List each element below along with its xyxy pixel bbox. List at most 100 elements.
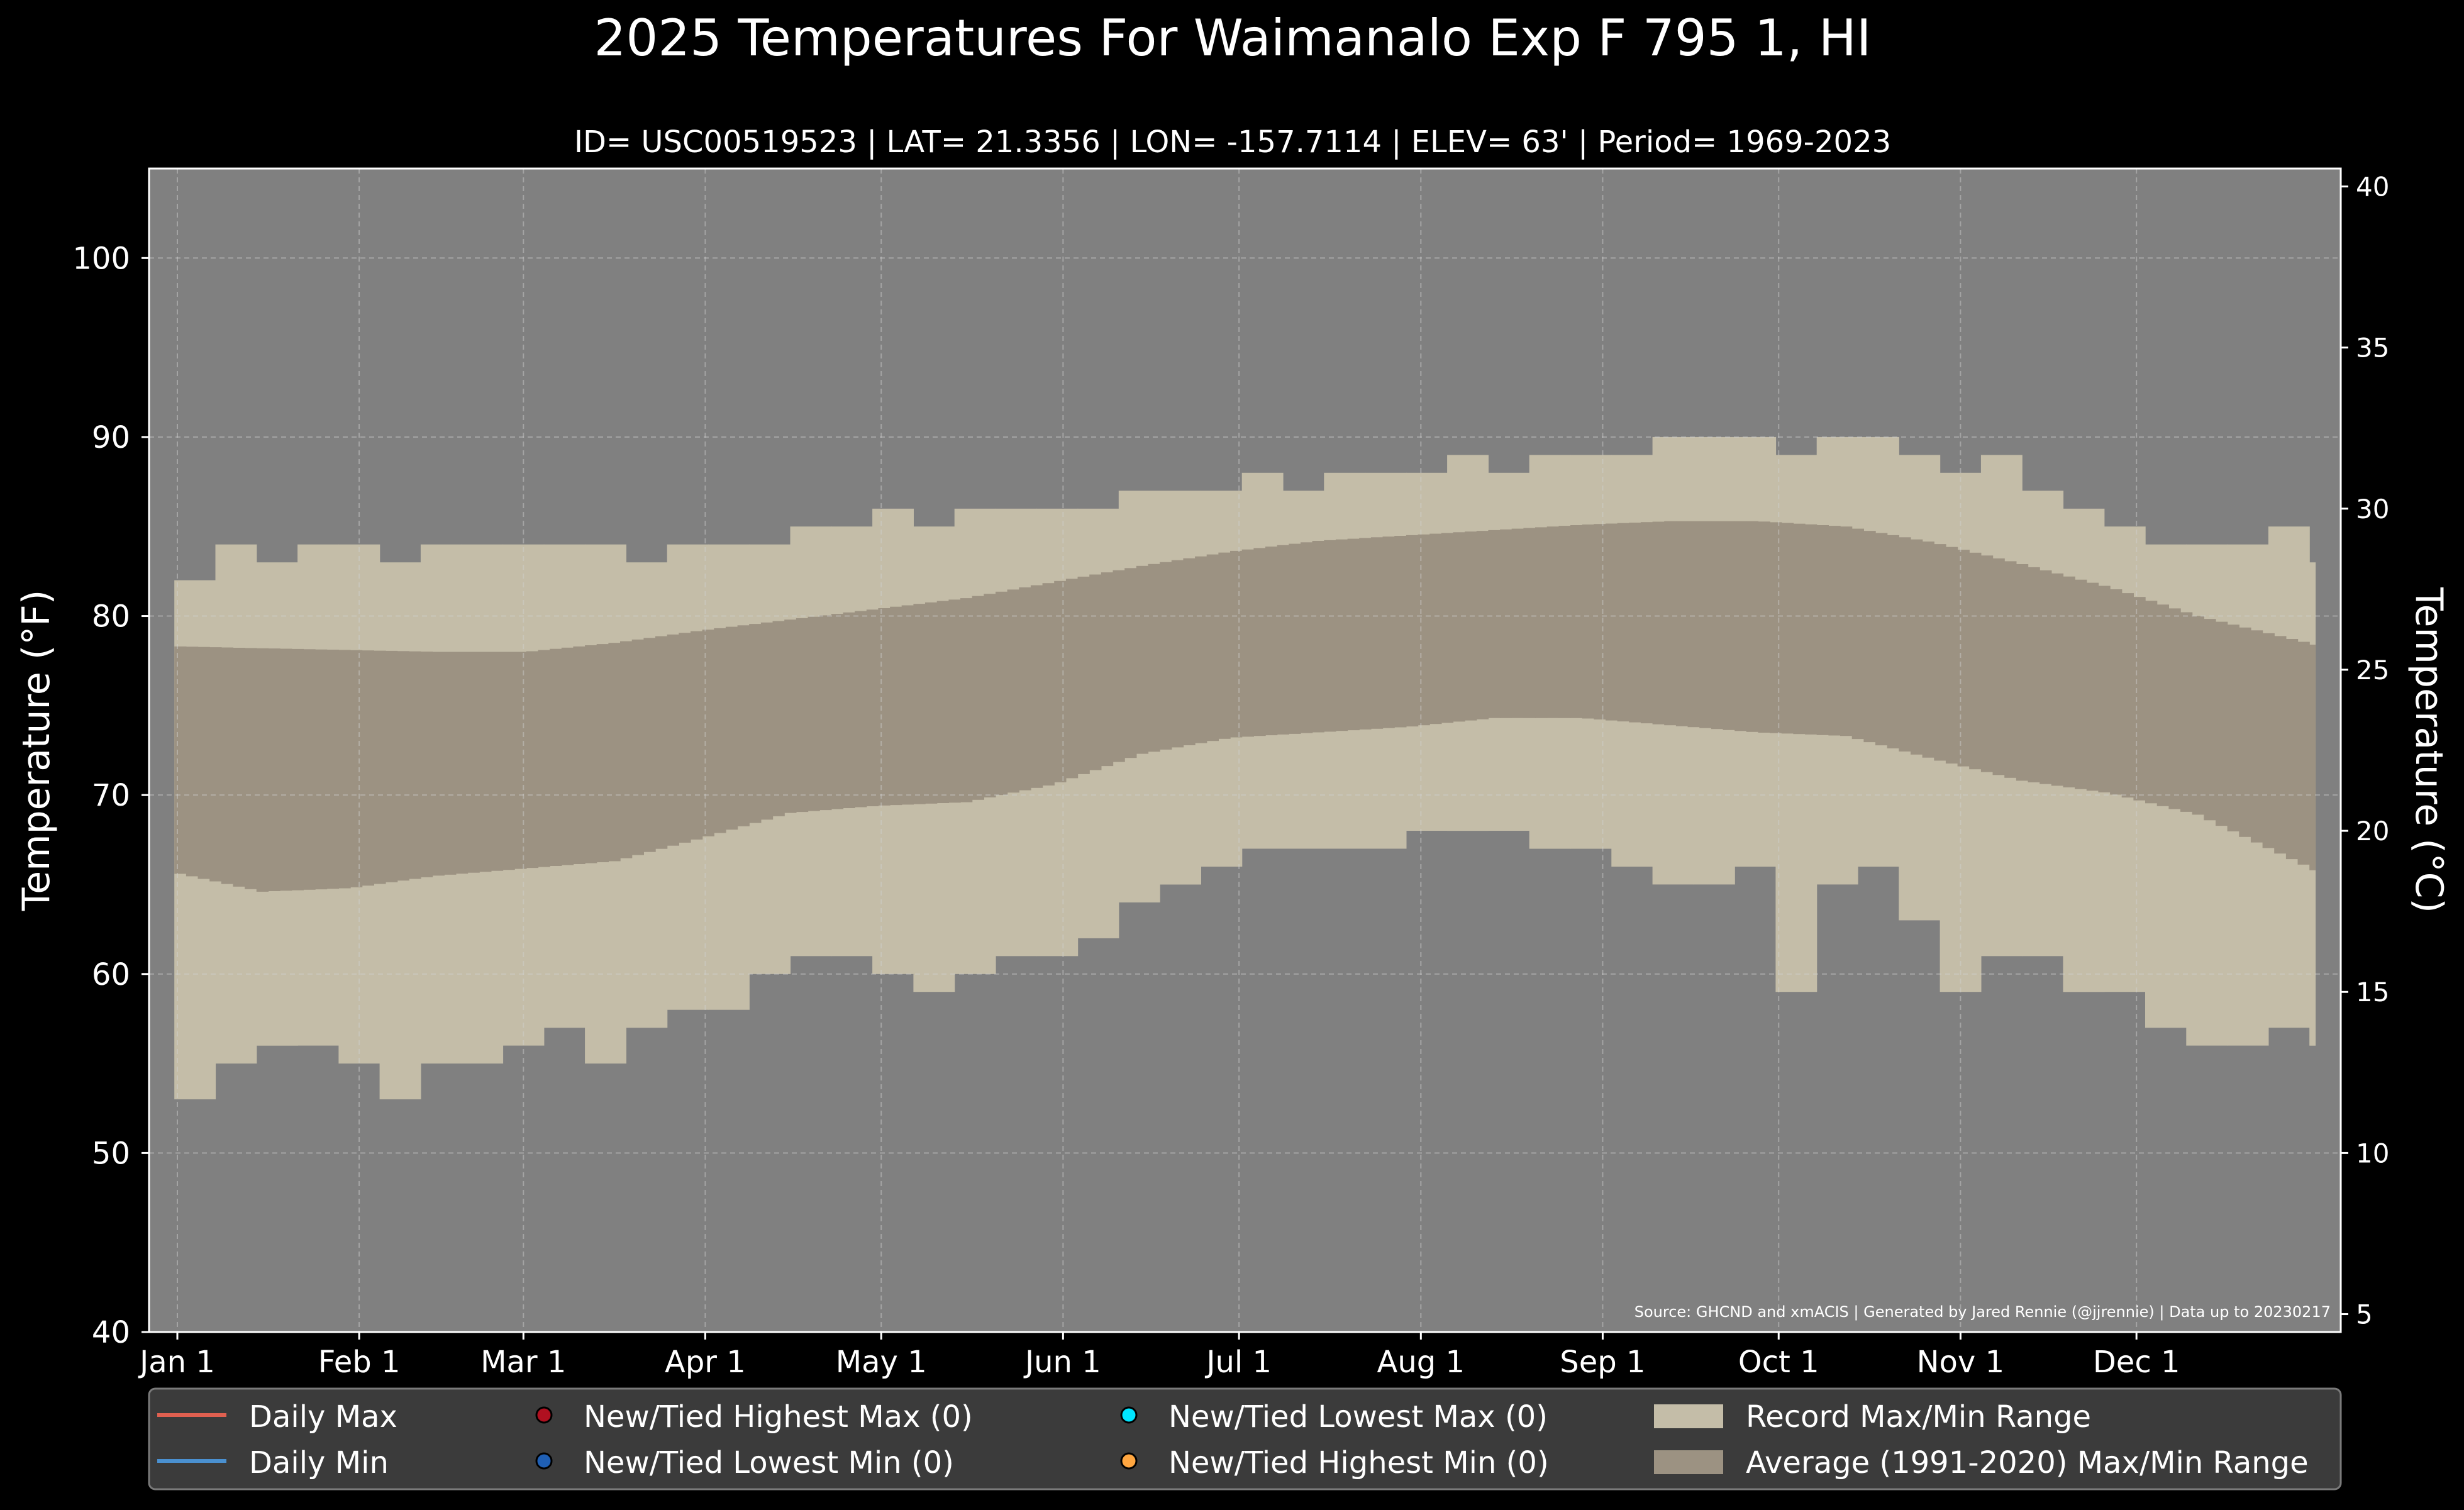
range-bar xyxy=(350,650,363,887)
x-tick-label: Jul 1 xyxy=(1204,1345,1272,1380)
range-bar xyxy=(1007,589,1019,793)
range-bar xyxy=(1030,585,1043,788)
range-bar xyxy=(1723,521,1735,730)
range-bar xyxy=(233,648,245,887)
range-bar xyxy=(1734,521,1747,731)
y-right-tick-label: 5 xyxy=(2356,1299,2373,1330)
range-bar xyxy=(2239,627,2251,837)
x-axis-ticks: Jan 1 Feb 1 Mar 1 Apr 1 May 1 Jun 1 Jul 1 Aug 1… xyxy=(138,1332,2180,1380)
range-bar xyxy=(620,641,633,858)
range-bar xyxy=(2227,625,2239,831)
range-bar xyxy=(807,616,820,811)
range-bar xyxy=(819,615,832,811)
range-bar xyxy=(749,624,762,823)
legend-label: Record Max/Min Range xyxy=(1746,1399,2091,1435)
range-bar xyxy=(197,647,210,879)
range-bar xyxy=(1945,547,1958,764)
range-bar xyxy=(2016,564,2029,781)
range-bar xyxy=(1594,524,1606,719)
range-bar xyxy=(1160,562,1172,750)
legend-box xyxy=(148,1387,2342,1491)
range-bar xyxy=(2051,573,2064,786)
range-bar xyxy=(1992,558,2005,775)
range-bar xyxy=(573,646,585,864)
range-bar xyxy=(1781,523,1794,734)
range-bar xyxy=(1301,542,1313,733)
range-bar xyxy=(2204,619,2216,821)
range-bar xyxy=(1899,537,1911,752)
range-bar xyxy=(585,645,597,863)
range-bar xyxy=(2028,567,2040,782)
plot-area xyxy=(148,167,2342,1333)
range-bar xyxy=(1077,576,1090,774)
range-bar xyxy=(1183,558,1196,745)
range-bar xyxy=(1019,587,1031,791)
range-bar xyxy=(901,605,914,805)
range-bar xyxy=(866,609,879,806)
range-bar xyxy=(679,633,691,843)
range-bar xyxy=(843,612,855,808)
range-bar xyxy=(1195,556,1207,743)
range-bar xyxy=(221,647,234,884)
range-bar xyxy=(2110,589,2123,795)
range-bar xyxy=(1664,521,1677,726)
range-bar xyxy=(1148,563,1160,752)
source-note: Source: GHCND and xmACIS | Generated by … xyxy=(1634,1303,2331,1321)
range-bar xyxy=(831,614,844,809)
legend-marker-swatch xyxy=(535,1452,553,1470)
range-bar xyxy=(984,594,996,797)
range-bar xyxy=(374,650,386,884)
chart-title: 2025 Temperatures For Waimanalo Exp F 79… xyxy=(594,9,1871,67)
range-bar xyxy=(550,648,562,866)
range-bar xyxy=(1065,579,1079,779)
range-bar xyxy=(1406,535,1419,727)
legend-label: New/Tied Highest Max (0) xyxy=(584,1399,973,1435)
range-bar xyxy=(1570,525,1583,718)
range-bar xyxy=(1699,521,1712,728)
range-bar xyxy=(1382,536,1395,728)
legend-marker-swatch xyxy=(1120,1406,1138,1424)
legend-label: New/Tied Lowest Min (0) xyxy=(584,1445,954,1480)
range-bar xyxy=(291,648,304,891)
range-bar xyxy=(1113,570,1125,762)
range-bar xyxy=(538,650,550,867)
y-right-tick-label: 25 xyxy=(2356,655,2389,686)
y-tick-label: 70 xyxy=(92,778,130,813)
range-bar xyxy=(2133,597,2146,801)
legend-label: New/Tied Highest Min (0) xyxy=(1168,1445,1549,1480)
range-bar xyxy=(491,652,504,871)
range-bar xyxy=(1652,521,1665,724)
range-bar xyxy=(1042,583,1055,786)
x-tick-label: Sep 1 xyxy=(1560,1345,1645,1380)
range-bar xyxy=(1370,537,1384,729)
range-bar xyxy=(1687,521,1700,728)
range-bar xyxy=(455,652,469,874)
range-bar xyxy=(1582,525,1594,719)
range-bar xyxy=(1124,568,1137,758)
range-bar xyxy=(2086,582,2099,791)
range-bar xyxy=(245,648,257,889)
range-bar xyxy=(655,636,668,849)
range-bar xyxy=(996,591,1008,796)
range-bar xyxy=(409,651,421,879)
range-bar xyxy=(326,650,339,889)
range-bar xyxy=(514,652,527,869)
range-bar xyxy=(1875,533,1888,746)
x-tick-label: Mar 1 xyxy=(480,1345,566,1380)
range-bar xyxy=(2121,593,2134,798)
range-bar xyxy=(2145,601,2158,804)
range-bar xyxy=(2309,645,2316,870)
range-bar xyxy=(1511,528,1524,718)
range-bar xyxy=(268,648,280,891)
range-bar xyxy=(1265,547,1278,736)
range-bar xyxy=(2039,570,2052,784)
y-tick-label: 80 xyxy=(92,599,130,635)
range-bar xyxy=(2180,612,2193,812)
range-bar xyxy=(1500,529,1512,718)
range-bar xyxy=(1863,531,1876,743)
average-range-layer xyxy=(174,521,2316,892)
range-bar xyxy=(960,598,973,802)
range-bar xyxy=(1793,523,1806,735)
range-bar xyxy=(526,651,539,869)
